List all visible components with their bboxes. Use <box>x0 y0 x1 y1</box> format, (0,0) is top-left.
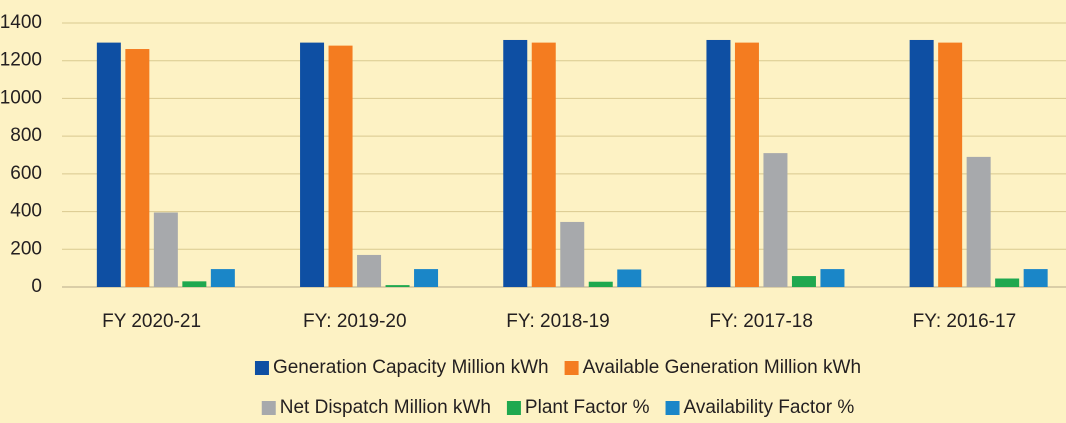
y-tick-label: 0 <box>31 276 42 297</box>
x-tick-label: FY: 2019-20 <box>303 311 407 332</box>
bar <box>966 156 991 287</box>
legend-swatch <box>506 401 521 415</box>
bar <box>182 281 207 287</box>
legend-item: Available Generation Million kWh <box>564 357 861 378</box>
bar <box>791 276 816 287</box>
y-tick-label: 1000 <box>0 87 42 108</box>
x-tick-label: FY 2020-21 <box>102 311 201 332</box>
y-tick-label: 200 <box>10 238 42 259</box>
bar <box>125 49 150 287</box>
legend-item: Plant Factor % <box>506 397 650 418</box>
legend-label: Available Generation Million kWh <box>583 357 861 378</box>
legend-label: Plant Factor % <box>525 397 650 418</box>
legend-swatch <box>254 361 269 375</box>
legend-label: Availability Factor % <box>684 397 855 418</box>
y-tick-label: 400 <box>10 201 42 222</box>
bar <box>995 278 1020 287</box>
y-tick-label: 1200 <box>0 50 42 71</box>
bar <box>938 42 963 288</box>
legend-item: Generation Capacity Million kWh <box>254 357 549 378</box>
bar <box>210 269 235 287</box>
legend-item: Net Dispatch Million kWh <box>261 397 491 418</box>
legend-label: Net Dispatch Million kWh <box>280 397 491 418</box>
x-tick-label: FY: 2016-17 <box>913 311 1017 332</box>
legend-swatch <box>564 361 579 375</box>
bar <box>300 42 325 288</box>
bar <box>588 281 613 287</box>
bar <box>706 39 731 287</box>
x-tick-label: FY: 2017-18 <box>709 311 813 332</box>
bar <box>820 269 845 287</box>
bar <box>531 42 556 288</box>
bar <box>763 153 788 287</box>
bar <box>503 39 528 287</box>
y-tick-label: 600 <box>10 163 42 184</box>
y-tick-label: 800 <box>10 125 42 146</box>
bar <box>560 221 585 287</box>
bar <box>385 285 410 287</box>
legend-swatch <box>261 401 276 415</box>
legend-item: Availability Factor % <box>665 397 855 418</box>
bar <box>617 269 642 287</box>
bar <box>1023 269 1048 287</box>
bar <box>909 39 934 287</box>
bar <box>357 254 382 287</box>
y-tick-label: 1400 <box>0 12 42 33</box>
bar <box>328 45 353 287</box>
x-tick-label: FY: 2018-19 <box>506 311 610 332</box>
bar <box>414 269 439 287</box>
legend-swatch <box>665 401 680 415</box>
bar <box>734 42 759 288</box>
legend-label: Generation Capacity Million kWh <box>273 357 549 378</box>
bar <box>153 212 178 287</box>
bar <box>96 42 121 288</box>
